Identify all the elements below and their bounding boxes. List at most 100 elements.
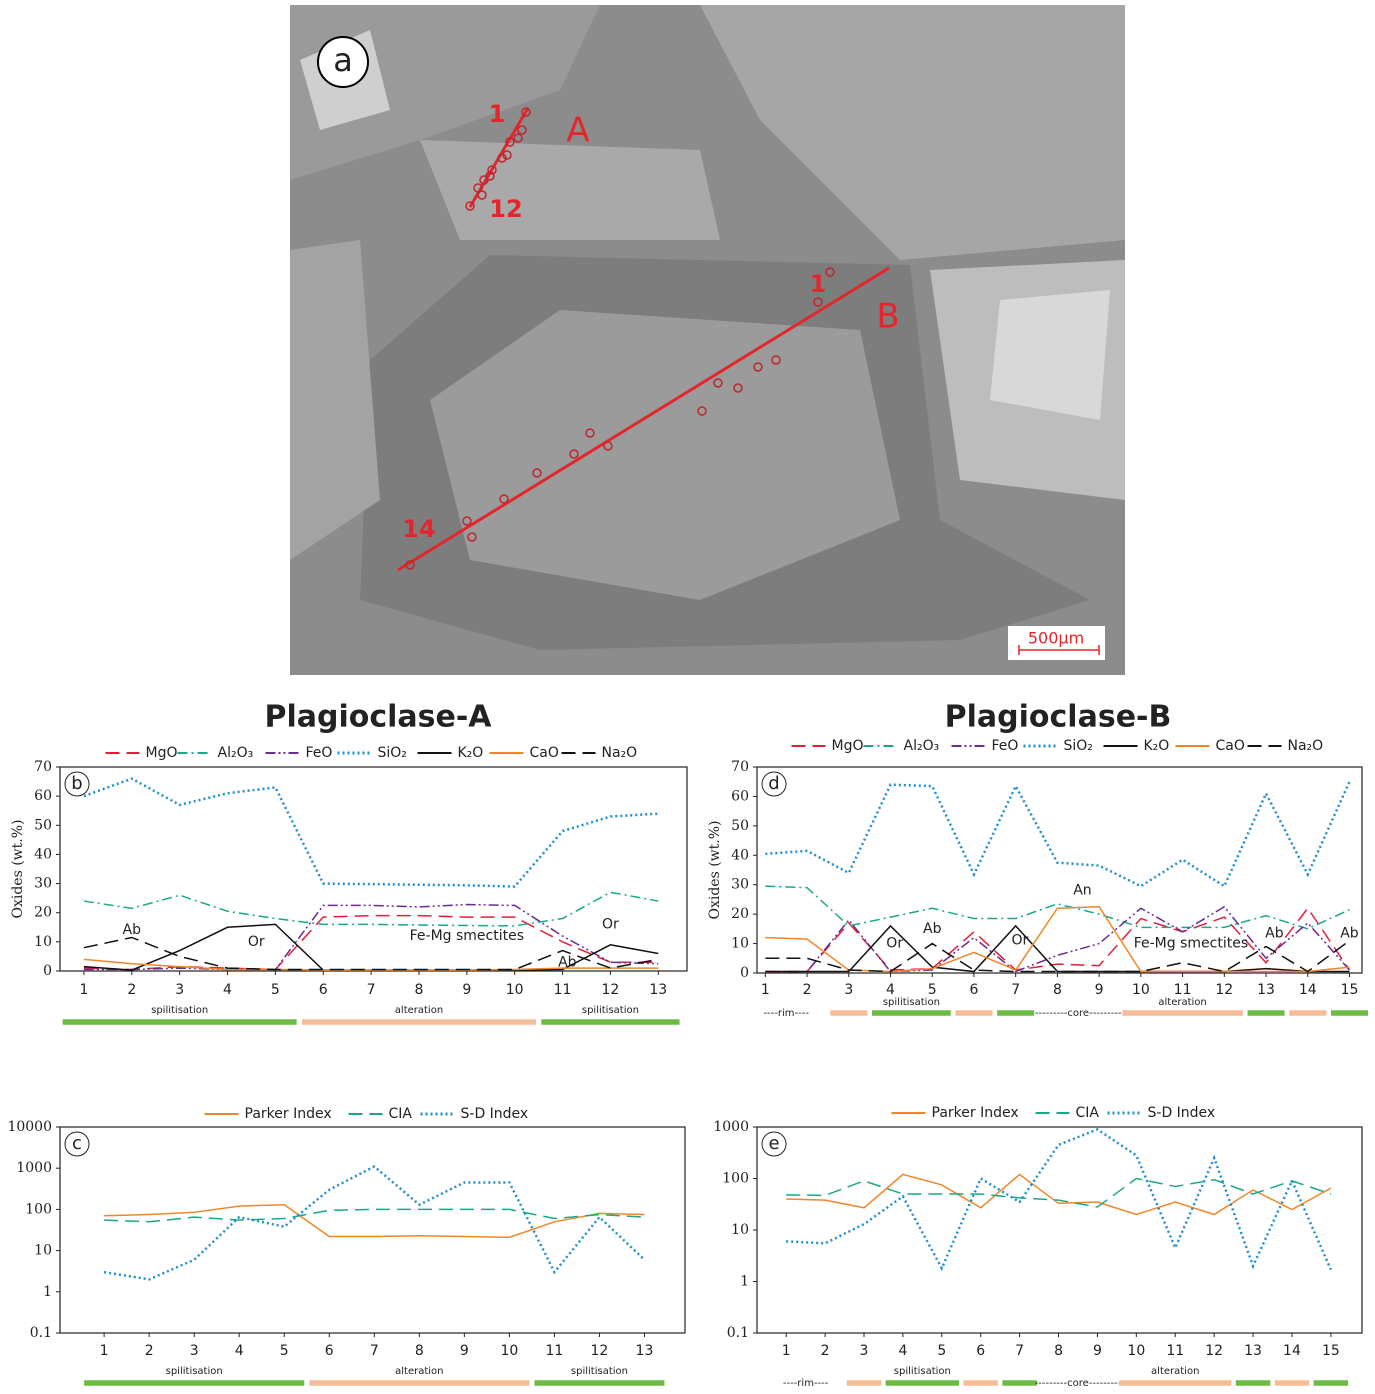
y-tick-label: 1000 — [16, 1160, 52, 1176]
segment-label: spilitisation — [582, 1005, 639, 1016]
x-tick-label: 10 — [1132, 982, 1150, 998]
x-tick-label: 7 — [367, 982, 376, 998]
x-tick-label: 10 — [500, 1343, 518, 1359]
x-tick-label: 8 — [415, 1343, 424, 1359]
y-tick-label: 10000 — [7, 1119, 52, 1135]
x-tick-label: 13 — [1257, 982, 1275, 998]
x-tick-label: 4 — [223, 982, 232, 998]
segment-label: spilitisation — [166, 1366, 223, 1377]
legend-label: SiO₂ — [1064, 738, 1093, 754]
segment-bar — [846, 1380, 881, 1386]
y-tick-label: 70 — [731, 759, 749, 775]
series-line — [104, 1205, 644, 1238]
legend-label: K₂O — [1144, 738, 1170, 754]
y-tick-label: 100 — [722, 1171, 749, 1187]
x-tick-label: 2 — [821, 1343, 830, 1359]
annotation: Ab — [123, 922, 142, 938]
legend-label: S-D Index — [1148, 1105, 1216, 1121]
series-line — [765, 908, 1349, 972]
traverse-end: 14 — [402, 515, 435, 543]
segment-bar — [534, 1380, 665, 1386]
x-tick-label: 5 — [271, 982, 280, 998]
x-tick-label: 2 — [127, 982, 136, 998]
segment-bar — [872, 1010, 951, 1016]
x-tick-label: 4 — [886, 982, 895, 998]
segment-bar — [1247, 1010, 1285, 1016]
segment-label: alteration — [395, 1005, 443, 1016]
x-tick-label: 10 — [506, 982, 524, 998]
segment-label: spilitisation — [571, 1366, 628, 1377]
traverse-start: 1 — [810, 270, 827, 298]
x-tick-label: 2 — [803, 982, 812, 998]
x-tick-label: 6 — [325, 1343, 334, 1359]
x-tick-label: 6 — [970, 982, 979, 998]
x-tick-label: 3 — [844, 982, 853, 998]
segment-label: spilitisation — [883, 997, 940, 1008]
x-tick-label: 7 — [370, 1343, 379, 1359]
segment-bar — [1119, 1380, 1232, 1386]
segment-label: ----rim---- — [783, 1378, 829, 1389]
legend-label: Parker Index — [932, 1105, 1019, 1121]
annotation: Ab — [1265, 925, 1284, 941]
figure: a 1 A 12 1 B 14 500μm Plagioclase-AbOxid… — [0, 0, 1375, 1390]
traverse-end: 12 — [489, 195, 522, 223]
x-tick-label: 9 — [1095, 982, 1104, 998]
legend-label: CIA — [1076, 1105, 1100, 1121]
y-tick-label: 0.1 — [30, 1325, 52, 1341]
x-tick-label: 10 — [1127, 1343, 1145, 1359]
annotation: Fe-Mg smectites — [410, 928, 524, 944]
series-line — [84, 892, 658, 926]
y-tick-label: 0 — [43, 963, 52, 979]
x-tick-label: 11 — [1166, 1343, 1184, 1359]
y-tick-label: 1000 — [713, 1119, 749, 1135]
segment-label: ----rim---- — [763, 1008, 809, 1019]
segment-bar — [1289, 1010, 1327, 1016]
annotation: Or — [602, 916, 619, 932]
legend-label: CaO — [530, 745, 559, 761]
x-tick-label: 13 — [1244, 1343, 1262, 1359]
segment-label: alteration — [395, 1366, 443, 1377]
segment-bar — [62, 1019, 297, 1025]
x-tick-label: 1 — [79, 982, 88, 998]
legend-label: FeO — [306, 745, 333, 761]
x-tick-label: 13 — [649, 982, 667, 998]
y-tick-label: 20 — [34, 905, 52, 921]
segment-bar — [1274, 1380, 1309, 1386]
segment-label: ---------core--------- — [1035, 1378, 1122, 1389]
legend-label: MgO — [146, 745, 178, 761]
annotation: Fe-Mg smectites — [1134, 936, 1248, 952]
x-tick-label: 9 — [1093, 1343, 1102, 1359]
legend-label: MgO — [832, 738, 864, 754]
panel-label: e — [768, 1133, 779, 1154]
y-tick-label: 40 — [731, 847, 749, 863]
legend-label: Na₂O — [602, 745, 638, 761]
x-tick-label: 12 — [1205, 1343, 1223, 1359]
x-tick-label: 5 — [928, 982, 937, 998]
series-line — [765, 782, 1349, 886]
traverse-start: 1 — [489, 100, 506, 128]
annotation: Ab — [558, 954, 577, 970]
legend-label: SiO₂ — [378, 745, 407, 761]
legend-label: CaO — [1216, 738, 1245, 754]
x-tick-label: 9 — [460, 1343, 469, 1359]
x-tick-label: 12 — [1215, 982, 1233, 998]
y-tick-label: 30 — [731, 877, 749, 893]
x-tick-label: 5 — [937, 1343, 946, 1359]
y-tick-label: 60 — [34, 788, 52, 804]
segment-label: alteration — [1151, 1366, 1199, 1377]
x-tick-label: 8 — [1054, 1343, 1063, 1359]
segment-label: ---------core--------- — [1035, 1008, 1122, 1019]
segment-bar — [302, 1019, 537, 1025]
annotation: Ab — [1340, 925, 1359, 941]
y-tick-label: 50 — [731, 818, 749, 834]
segment-bar — [1313, 1380, 1348, 1386]
annotation: Ab — [923, 921, 942, 937]
panel-label: d — [768, 773, 779, 794]
y-tick-label: 0 — [740, 965, 749, 981]
x-tick-label: 3 — [860, 1343, 869, 1359]
legend-label: K₂O — [458, 745, 484, 761]
crystal-a — [420, 140, 720, 240]
segment-bar — [955, 1010, 993, 1016]
y-axis-title: Oxides (wt.%) — [10, 819, 26, 918]
traverse-name: B — [876, 297, 899, 337]
